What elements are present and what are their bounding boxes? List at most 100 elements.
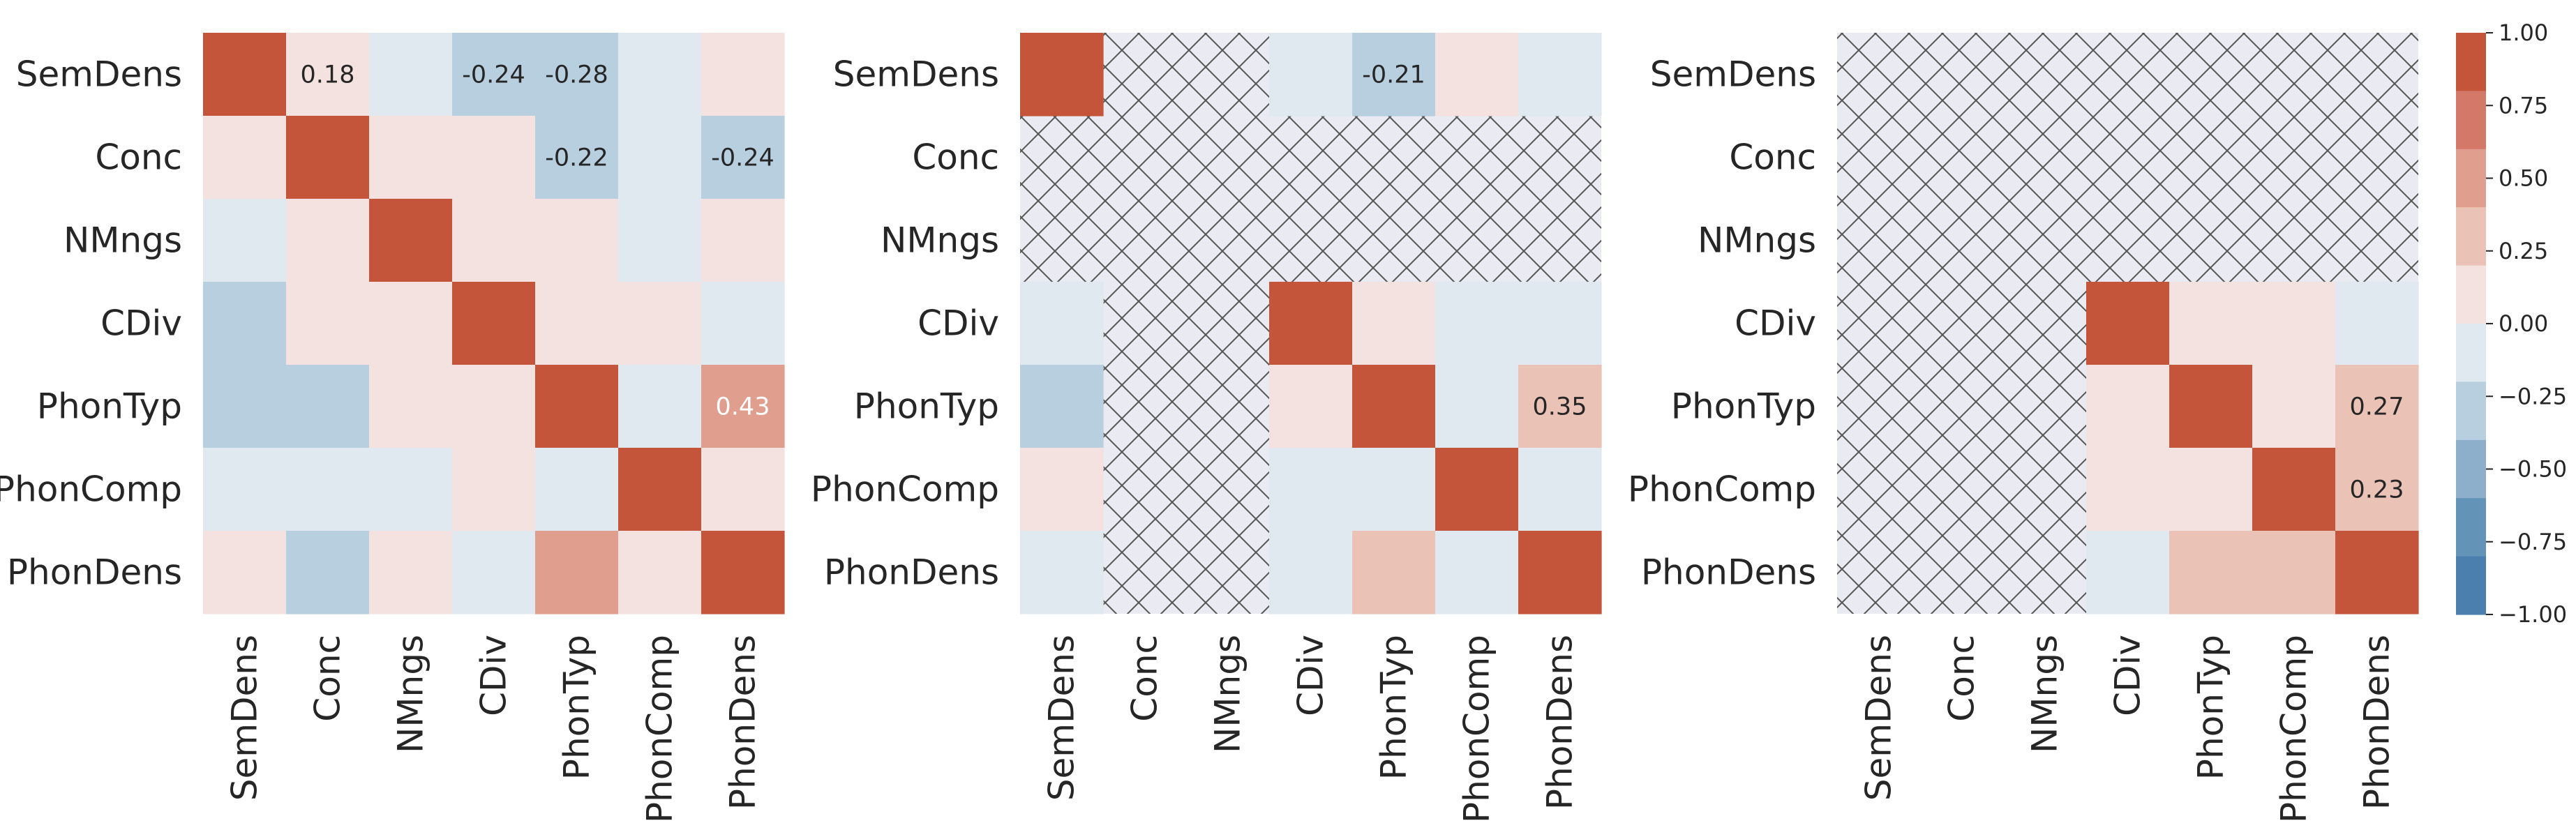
heatmap-cell — [701, 365, 785, 448]
heatmap-cell — [1352, 448, 1436, 531]
heatmap-cell — [1352, 365, 1436, 448]
heatmap-cell — [203, 365, 287, 448]
heatmap-cell — [1020, 33, 1104, 116]
x-tick-label: SemDens — [1042, 635, 1082, 801]
heatmap-cell — [701, 116, 785, 199]
heatmap-cell — [1435, 33, 1519, 116]
y-tick-label: PhonTyp — [37, 386, 182, 427]
x-tick-label: PhonDens — [2357, 635, 2397, 810]
heatmap-cell — [1352, 531, 1436, 614]
cell-annotation: 0.27 — [2350, 393, 2404, 421]
heatmap-cell — [1020, 531, 1104, 614]
heatmap-cell — [618, 116, 702, 199]
y-tick-label: SemDens — [1650, 54, 1816, 95]
y-tick-label: CDiv — [100, 303, 182, 344]
colorbar-bin — [2456, 439, 2486, 499]
x-tick-label: PhonTyp — [557, 635, 597, 780]
colorbar-bin — [2456, 91, 2486, 150]
heatmap-cell — [369, 33, 453, 116]
heatmap-cell — [1352, 282, 1436, 365]
heatmap-cell — [1435, 365, 1519, 448]
colorbar-tick-label: −0.75 — [2499, 529, 2567, 555]
heatmap-cell — [203, 448, 287, 531]
heatmap-cell — [369, 448, 453, 531]
heatmap-cell — [1020, 365, 1104, 448]
cell-annotation: 0.43 — [716, 393, 770, 421]
y-tick-label: PhonDens — [1641, 552, 1816, 593]
cell-annotation: 0.35 — [1533, 393, 1587, 421]
heatmap-cell — [618, 365, 702, 448]
heatmap-cell — [286, 33, 370, 116]
y-tick-label: SemDens — [833, 54, 999, 95]
heatmap-cell — [1269, 33, 1353, 116]
heatmap-cell — [2252, 282, 2336, 365]
heatmap-cell — [203, 33, 287, 116]
x-tick-label: PhonDens — [1540, 635, 1580, 810]
heatmap-cell — [203, 531, 287, 614]
heatmap-cell — [452, 448, 536, 531]
heatmap-cell — [286, 365, 370, 448]
heatmap-cell — [286, 531, 370, 614]
x-tick-label: PhonComp — [1457, 635, 1497, 823]
colorbar-tick-label: 0.25 — [2499, 238, 2548, 264]
heatmap-cell — [535, 365, 619, 448]
heatmap-panel-left: 0.18 -0.24 -0.28 -0.22 -0.24 0.43 SemDens Conc N… — [0, 33, 785, 823]
colorbar-tick-label: −0.50 — [2499, 456, 2567, 483]
heatmap-cell — [2335, 531, 2419, 614]
heatmap-cell — [618, 282, 702, 365]
heatmap-cell — [701, 199, 785, 282]
heatmap-cell — [1518, 531, 1602, 614]
heatmap-cell — [701, 282, 785, 365]
heatmap-cell — [1020, 282, 1104, 365]
colorbar-tick-label: 0.75 — [2499, 92, 2548, 119]
y-tick-label: PhonComp — [811, 469, 999, 510]
heatmap-cell — [618, 448, 702, 531]
x-tick-label: CDiv — [1291, 635, 1331, 716]
heatmap-cell — [535, 531, 619, 614]
heatmap-cell — [286, 282, 370, 365]
colorbar-bin — [2456, 382, 2486, 441]
heatmap-cell — [535, 33, 619, 116]
colorbar-bin — [2456, 556, 2486, 615]
heatmap-cell — [2335, 282, 2419, 365]
heatmap-cell — [701, 448, 785, 531]
heatmap-cell — [1518, 448, 1602, 531]
heatmap-cell — [452, 365, 536, 448]
heatmap-cell — [701, 531, 785, 614]
heatmap-panels: 0.18 -0.24 -0.28 -0.22 -0.24 0.43 SemDens Conc N… — [0, 33, 2419, 823]
colorbar-bin — [2456, 265, 2486, 324]
colorbar-tick-label: 0.00 — [2499, 310, 2548, 337]
heatmap-cell — [452, 33, 536, 116]
y-tick-label: PhonDens — [824, 552, 999, 593]
y-tick-label: NMngs — [881, 220, 999, 261]
colorbar-bin — [2456, 207, 2486, 266]
heatmap-cell — [2252, 448, 2336, 531]
x-tick-label: SemDens — [225, 635, 265, 801]
cell-annotation: -0.24 — [462, 61, 525, 89]
y-tick-label: CDiv — [918, 303, 999, 344]
y-tick-label: Conc — [912, 137, 999, 178]
heatmap-cell — [1352, 33, 1436, 116]
colorbar-bin — [2456, 149, 2486, 208]
heatmap-cell — [369, 199, 453, 282]
heatmap-cell — [1435, 448, 1519, 531]
y-tick-label: PhonTyp — [1671, 386, 1816, 427]
x-tick-label: PhonComp — [640, 635, 680, 823]
cell-annotation: 0.23 — [2350, 476, 2404, 504]
colorbar-tick-label: −1.00 — [2499, 601, 2567, 628]
y-tick-label: PhonDens — [7, 552, 182, 593]
heatmap-panel-right: 0.27 0.23 SemDens Conc NMngs CDiv PhonTyp PhonC… — [1628, 33, 2419, 823]
y-tick-label: NMngs — [1698, 220, 1816, 261]
heatmap-cell — [2169, 531, 2253, 614]
cell-annotation: -0.21 — [1362, 61, 1425, 89]
y-tick-label: SemDens — [16, 54, 182, 95]
heatmap-cell — [618, 199, 702, 282]
x-tick-label: PhonDens — [723, 635, 763, 810]
x-tick-label: PhonComp — [2274, 635, 2314, 823]
heatmap-cell — [203, 282, 287, 365]
heatmap-cell — [1435, 531, 1519, 614]
x-tick-label: NMngs — [391, 635, 431, 753]
heatmap-cell — [2335, 448, 2419, 531]
cell-annotation: -0.28 — [545, 61, 608, 89]
